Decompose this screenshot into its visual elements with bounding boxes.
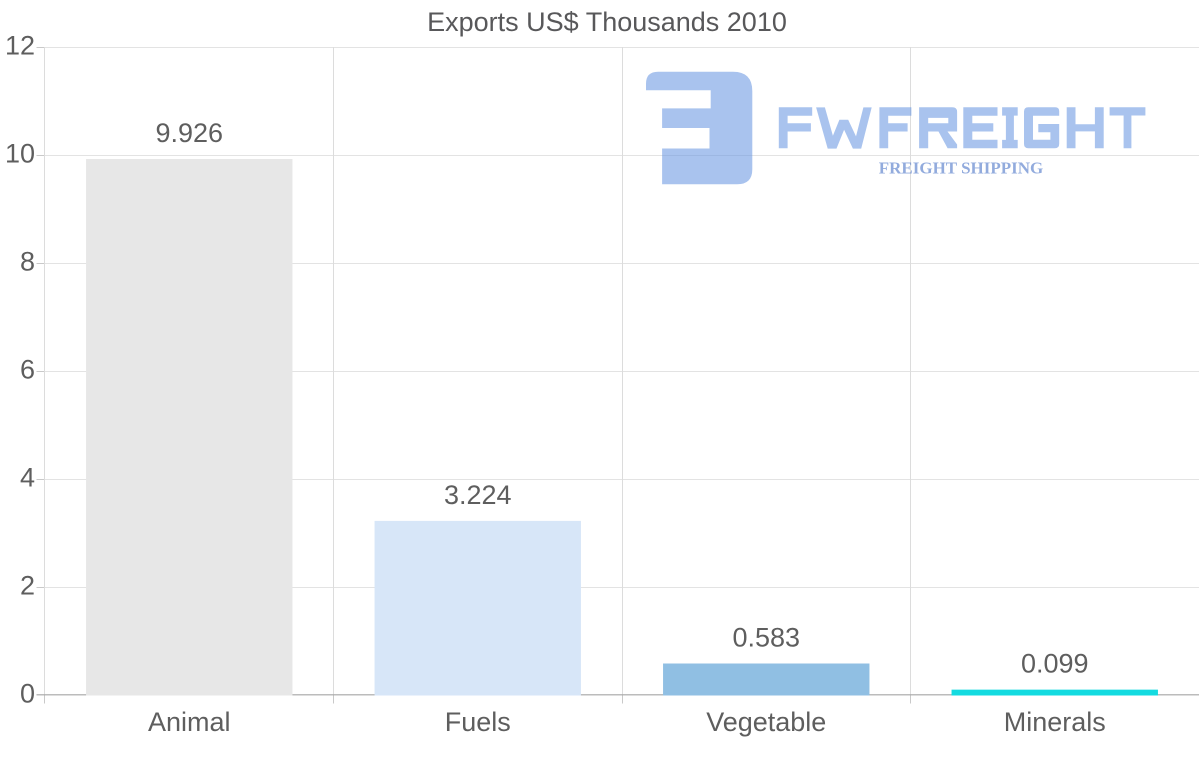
svg-text:3.224: 3.224 [444, 480, 512, 510]
svg-text:8: 8 [20, 247, 35, 277]
svg-text:12: 12 [5, 31, 35, 61]
svg-text:9.926: 9.926 [155, 118, 223, 148]
svg-text:Vegetable: Vegetable [706, 707, 826, 737]
svg-text:0.583: 0.583 [732, 622, 800, 652]
svg-text:Animal: Animal [148, 707, 231, 737]
svg-text:FREIGHT SHIPPING: FREIGHT SHIPPING [879, 159, 1044, 178]
svg-text:2: 2 [20, 571, 35, 601]
svg-text:4: 4 [20, 463, 35, 493]
svg-text:Fuels: Fuels [445, 707, 511, 737]
svg-text:6: 6 [20, 355, 35, 385]
svg-text:Minerals: Minerals [1004, 707, 1106, 737]
svg-text:10: 10 [5, 139, 35, 169]
svg-text:0.099: 0.099 [1021, 649, 1089, 679]
svg-text:0: 0 [20, 679, 35, 709]
svg-text:Exports US$ Thousands 2010: Exports US$ Thousands 2010 [427, 7, 787, 37]
